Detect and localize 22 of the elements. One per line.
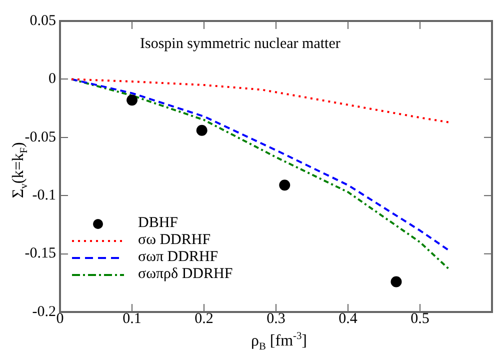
line-series (70, 78, 450, 124)
y-tick-label: -0.05 (24, 129, 56, 146)
x-tick-label: 0.3 (266, 310, 286, 327)
y-tick-label: -0.2 (32, 304, 56, 320)
y-tick-label: 0 (48, 71, 56, 88)
legend-label: DBHF (138, 215, 178, 232)
x-axis-title: ρ$_{B}$ [fm$^{-3}$] (250, 331, 308, 353)
x-tick-label: 0.1 (122, 310, 142, 327)
legend-label: σω DDRHF (138, 232, 211, 249)
legend-label: σωπ DDRHF (138, 249, 218, 266)
point (126, 94, 138, 106)
y-tick-label: 0.05 (30, 12, 56, 29)
x-tick-label: 0.4 (338, 310, 358, 327)
text: Isospin symmetric nuclear matter (140, 36, 340, 53)
x-tick-label: 0.5 (410, 310, 430, 327)
y-tick-label: -0.1 (32, 188, 56, 204)
x-tick-label: 0.2 (194, 310, 214, 327)
point (279, 180, 290, 191)
legend-label: σωπρδ DDRHF (138, 266, 233, 283)
point (390, 276, 402, 288)
y-tick-label: -0.15 (24, 246, 56, 262)
point (196, 124, 208, 136)
